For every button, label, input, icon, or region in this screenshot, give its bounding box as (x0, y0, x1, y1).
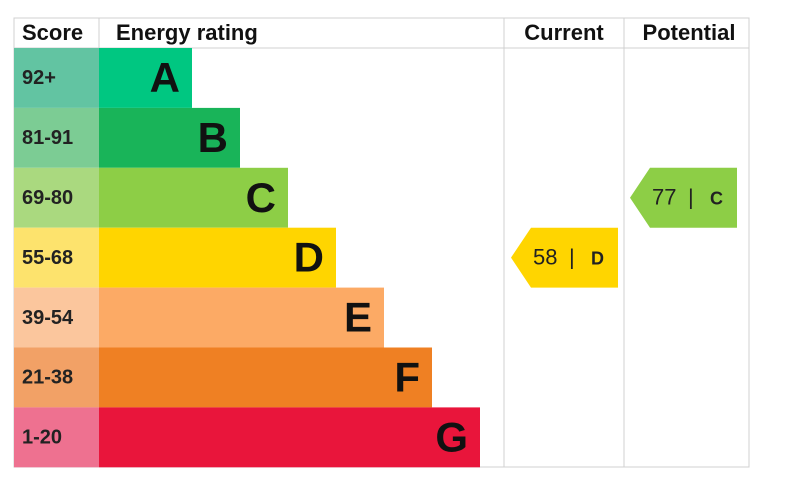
current-arrow (511, 227, 618, 288)
potential-arrow (630, 167, 737, 228)
rating-letter: G (435, 413, 468, 460)
potential-value: 77 (652, 185, 676, 210)
score-label: 55-68 (22, 247, 73, 269)
score-label: 21-38 (22, 367, 73, 389)
score-cell (14, 287, 99, 348)
header-rating: Energy rating (116, 20, 258, 45)
rating-bar (99, 48, 192, 108)
score-label: 81-91 (22, 127, 73, 149)
current-value: 58 (533, 244, 557, 269)
rating-bar (99, 287, 384, 348)
rating-letter: F (394, 354, 420, 401)
header-potential: Potential (643, 20, 736, 45)
current-letter: D (591, 248, 604, 268)
header-current: Current (524, 20, 604, 45)
score-cell (14, 227, 99, 288)
rating-bar (99, 227, 336, 288)
rating-letter: B (198, 114, 228, 161)
rating-letter: A (150, 54, 180, 101)
score-cell (14, 48, 99, 108)
score-label: 69-80 (22, 187, 73, 209)
score-cell (14, 347, 99, 408)
rating-bar (99, 167, 288, 228)
current-separator: | (569, 244, 575, 269)
potential-separator: | (688, 185, 694, 210)
rating-bar (99, 107, 240, 168)
score-cell (14, 107, 99, 168)
rating-letter: E (344, 294, 372, 341)
potential-letter: C (710, 189, 723, 209)
rating-bar (99, 407, 480, 468)
rating-letter: D (294, 234, 324, 281)
score-cell (14, 167, 99, 228)
rating-bar (99, 347, 432, 408)
score-cell (14, 407, 99, 468)
score-label: 39-54 (22, 307, 74, 329)
score-label: 1-20 (22, 427, 62, 449)
score-label: 92+ (22, 67, 56, 89)
header-score: Score (22, 20, 83, 45)
rating-letter: C (246, 174, 276, 221)
